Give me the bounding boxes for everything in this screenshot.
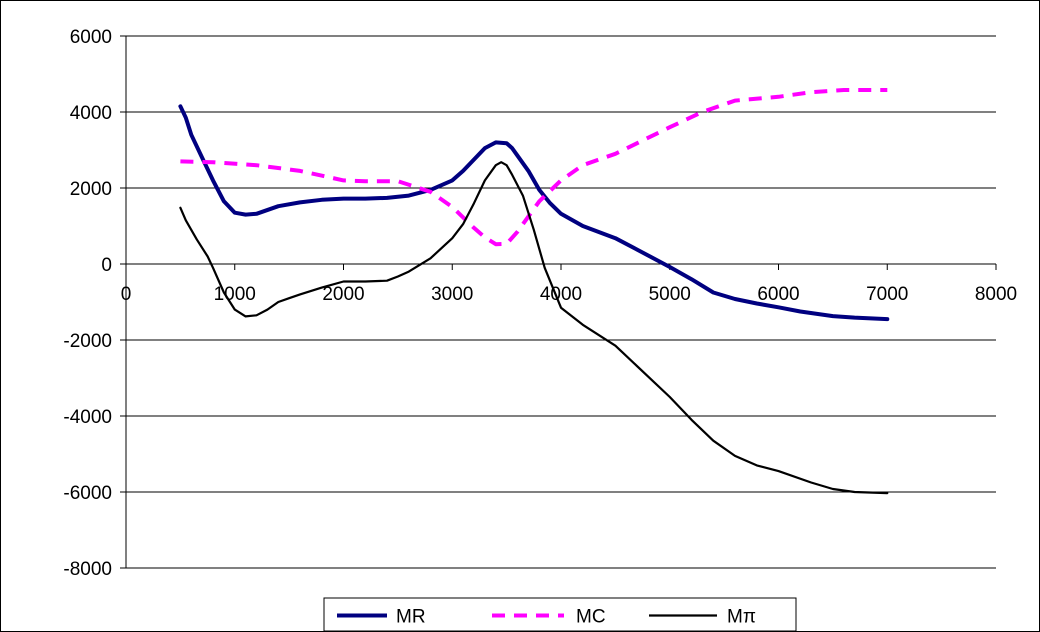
series-line-0 bbox=[178, 104, 890, 322]
y-tick-label: 4000 bbox=[70, 103, 112, 124]
x-tick-label: 4000 bbox=[540, 284, 582, 305]
y-tick-label: -6000 bbox=[63, 483, 112, 504]
y-tick-label: -8000 bbox=[63, 559, 112, 580]
y-tick-label: -4000 bbox=[63, 407, 112, 428]
legend: MR MC Mπ bbox=[323, 597, 797, 631]
x-tick-label: 1000 bbox=[214, 284, 256, 305]
y-tick-label: 0 bbox=[101, 255, 112, 276]
x-tick-label: 0 bbox=[121, 284, 132, 305]
legend-label-0: MR bbox=[396, 607, 426, 628]
tick-labels: 6000 4000 2000 0 -2000 -4000 -6000 -8000 0 1000 20… bbox=[63, 27, 1017, 580]
x-tick-label: 8000 bbox=[975, 284, 1017, 305]
y-tick-label: 2000 bbox=[70, 179, 112, 200]
legend-label-2: Mπ bbox=[727, 607, 756, 628]
y-tick-label: 6000 bbox=[70, 27, 112, 48]
data-series bbox=[178, 88, 890, 495]
gridlines bbox=[126, 35, 996, 569]
x-tick-label: 2000 bbox=[322, 284, 364, 305]
legend-label-1: MC bbox=[576, 607, 606, 628]
x-tick-label: 3000 bbox=[431, 284, 473, 305]
x-tick-label: 7000 bbox=[866, 284, 908, 305]
x-tick-label: 5000 bbox=[649, 284, 691, 305]
y-tick-label: -2000 bbox=[63, 331, 112, 352]
series-line-2 bbox=[179, 161, 889, 495]
x-tick-label: 6000 bbox=[757, 284, 799, 305]
series-line-1 bbox=[180, 88, 888, 247]
